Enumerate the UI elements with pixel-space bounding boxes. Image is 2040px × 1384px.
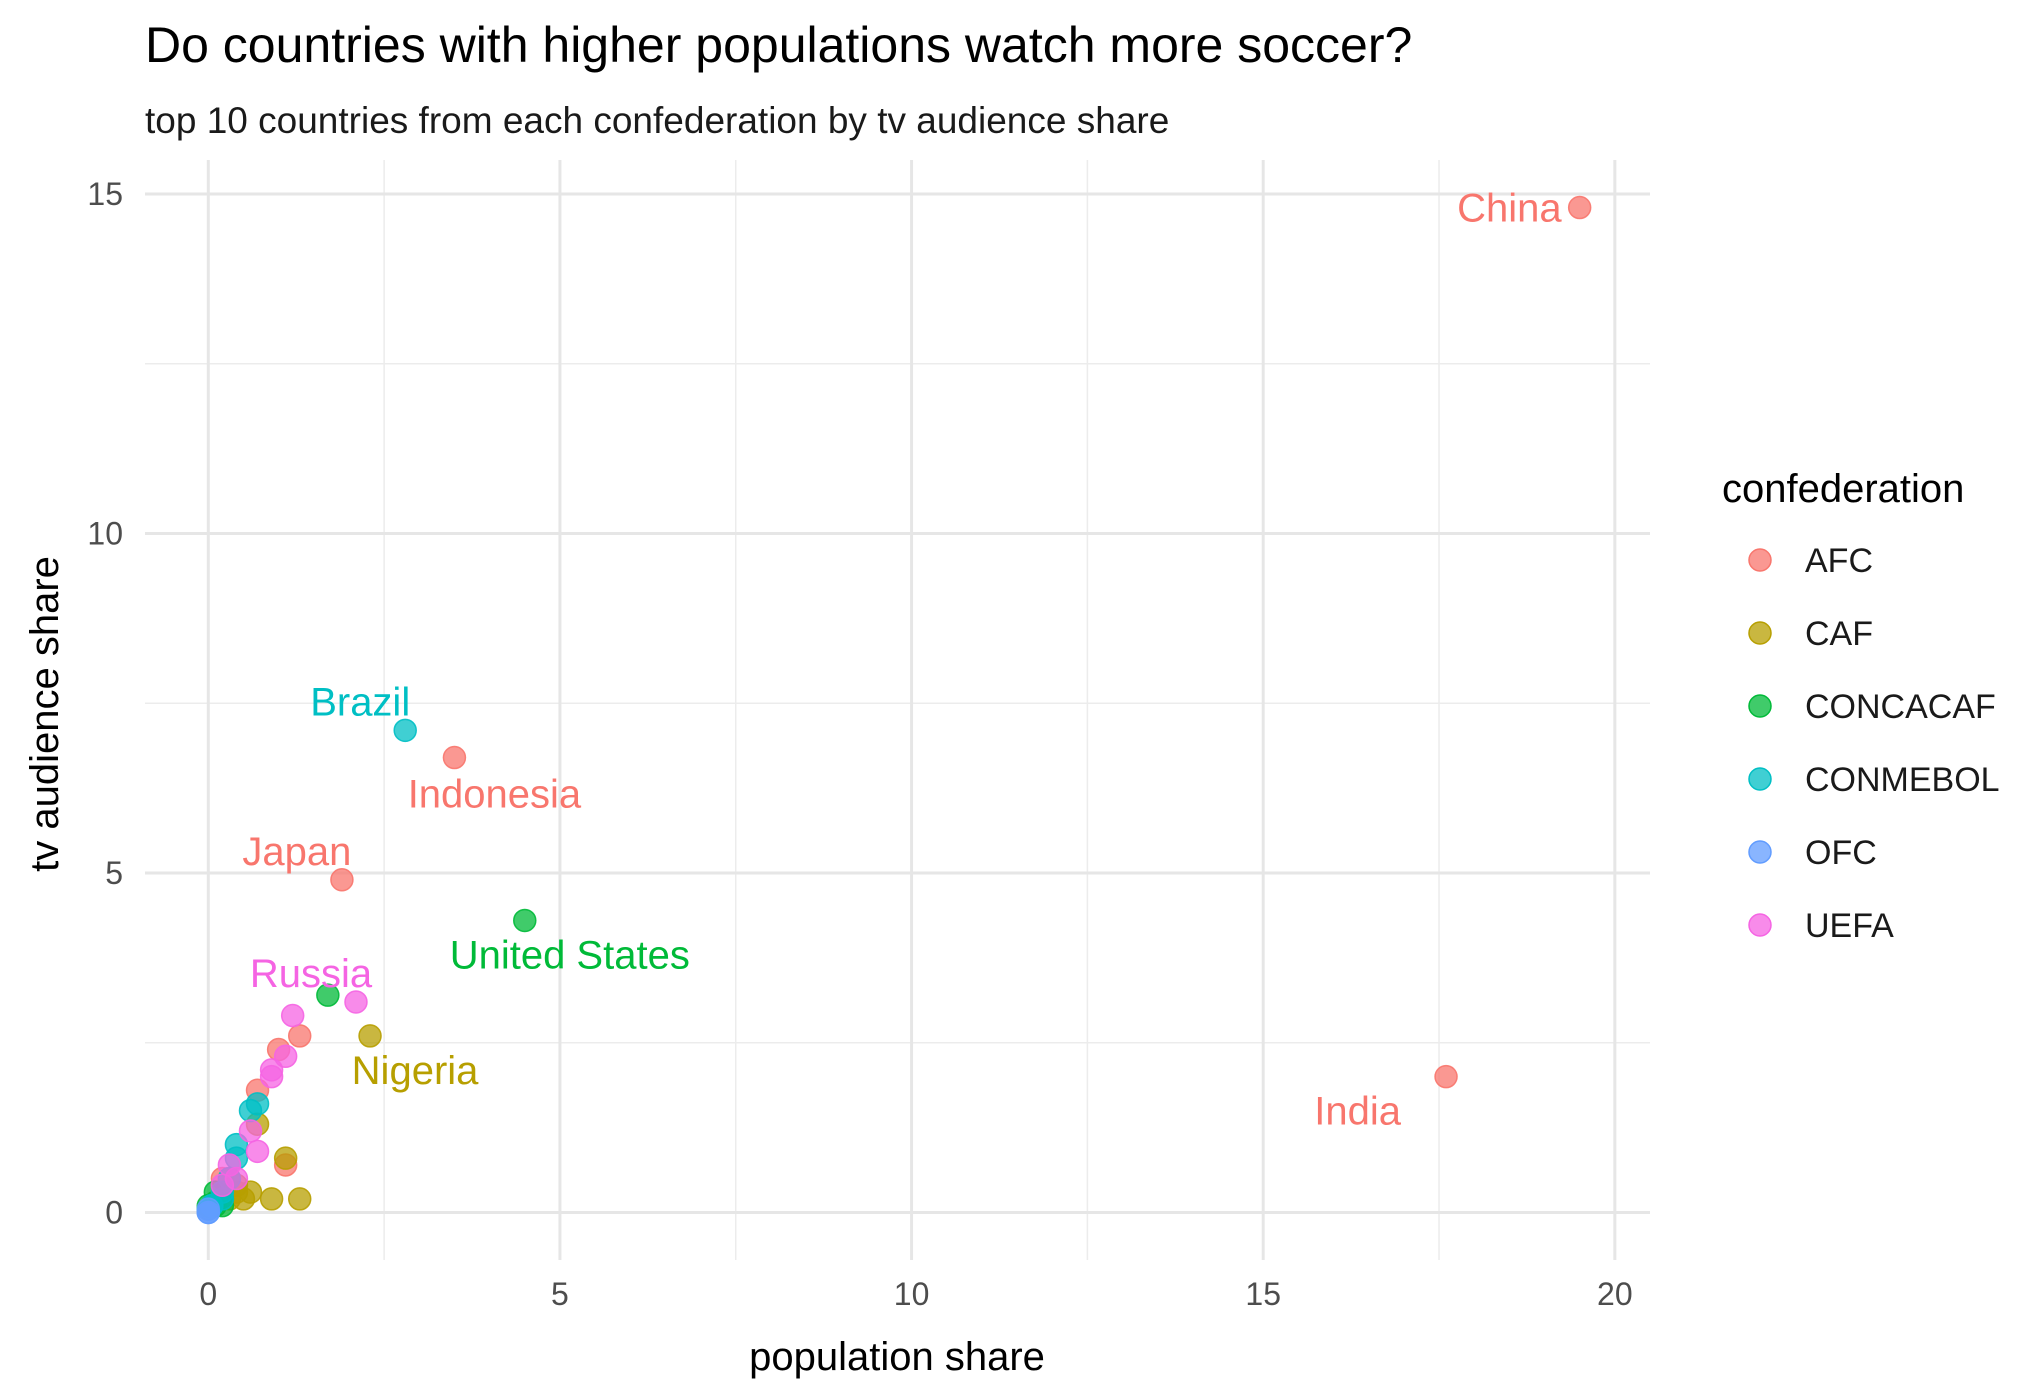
legend-item-ofc: OFC [1748, 834, 1877, 872]
legend-item-afc: AFC [1748, 542, 1873, 580]
data-point-uefa [210, 1173, 235, 1198]
legend-swatch [1748, 767, 1772, 791]
legend-title: confederation [1722, 467, 1964, 511]
legend-label: UEFA [1805, 907, 1894, 945]
legend-label: AFC [1805, 542, 1873, 580]
data-point-uefa [245, 1139, 270, 1164]
y-tick-label: 10 [87, 515, 123, 551]
chart-subtitle: top 10 countries from each confederation… [145, 100, 1169, 141]
y-tick-label: 5 [105, 855, 123, 891]
legend-label: CONMEBOL [1805, 761, 2000, 799]
data-point-concacaf [513, 908, 537, 933]
legend-swatch [1748, 913, 1772, 937]
data-point-ofc [196, 1200, 221, 1225]
x-axis-title: population share [749, 1335, 1045, 1379]
legend-item-caf: CAF [1748, 615, 1873, 653]
data-point-uefa [238, 1119, 263, 1143]
data-point-uefa [259, 1064, 284, 1089]
data-point-caf [358, 1024, 382, 1048]
data-point-afc [1434, 1064, 1458, 1089]
legend-label: OFC [1805, 834, 1877, 872]
data-point-caf [287, 1187, 312, 1211]
grid-minor [145, 160, 1650, 1260]
data-point-uefa [280, 1003, 305, 1028]
point-label: Russia [250, 952, 373, 996]
grid-major [145, 160, 1650, 1260]
y-axis-ticks: 0 5 10 15 [87, 176, 123, 1231]
point-label: Japan [242, 830, 351, 874]
data-point-uefa [344, 990, 368, 1014]
legend-swatch [1748, 548, 1772, 572]
y-tick-label: 0 [105, 1194, 123, 1230]
point-label: India [1314, 1090, 1401, 1134]
legend-label: CONCACAF [1805, 688, 1996, 726]
legend-label: CAF [1805, 615, 1873, 653]
data-point-afc [287, 1024, 312, 1048]
data-point-uefa [273, 1044, 298, 1069]
point-label: Indonesia [408, 773, 582, 817]
x-tick-label: 10 [894, 1276, 930, 1312]
x-axis-ticks: 0 5 10 15 20 [199, 1276, 1632, 1312]
point-labels: China India Indonesia Japan Nigeria United St… [242, 187, 1562, 1134]
legend-item-concacaf: CONCACAF [1748, 688, 1996, 726]
point-label: Nigeria [352, 1049, 479, 1093]
legend: confederation AFC CAF CONCACAF CONMEBOL OFC U… [1722, 467, 2000, 945]
x-tick-label: 20 [1597, 1276, 1633, 1312]
x-tick-label: 15 [1245, 1276, 1281, 1312]
legend-swatch [1748, 840, 1772, 864]
data-point-conmebol [393, 718, 417, 743]
data-point-afc [442, 745, 467, 770]
data-point-afc [1567, 195, 1592, 220]
data-point-afc [330, 868, 354, 892]
data-point-caf [273, 1146, 298, 1170]
legend-swatch [1748, 621, 1772, 645]
point-label: Brazil [310, 680, 410, 724]
data-point-caf [259, 1187, 284, 1211]
y-axis-title: tv audience share [23, 556, 67, 872]
data-point-concacaf [316, 983, 340, 1007]
x-tick-label: 0 [199, 1276, 217, 1312]
data-point-conmebol [245, 1092, 270, 1116]
legend-item-uefa: UEFA [1748, 907, 1894, 945]
y-tick-label: 15 [87, 176, 123, 212]
x-tick-label: 5 [551, 1276, 569, 1312]
data-points [196, 195, 1592, 1225]
point-label: United States [450, 933, 690, 977]
legend-swatch [1748, 694, 1772, 718]
point-label: China [1457, 187, 1562, 231]
legend-item-conmebol: CONMEBOL [1748, 761, 2000, 799]
legend-items: AFC CAF CONCACAF CONMEBOL OFC UEFA [1748, 542, 2000, 945]
chart-title: Do countries with higher populations wat… [145, 17, 1412, 73]
